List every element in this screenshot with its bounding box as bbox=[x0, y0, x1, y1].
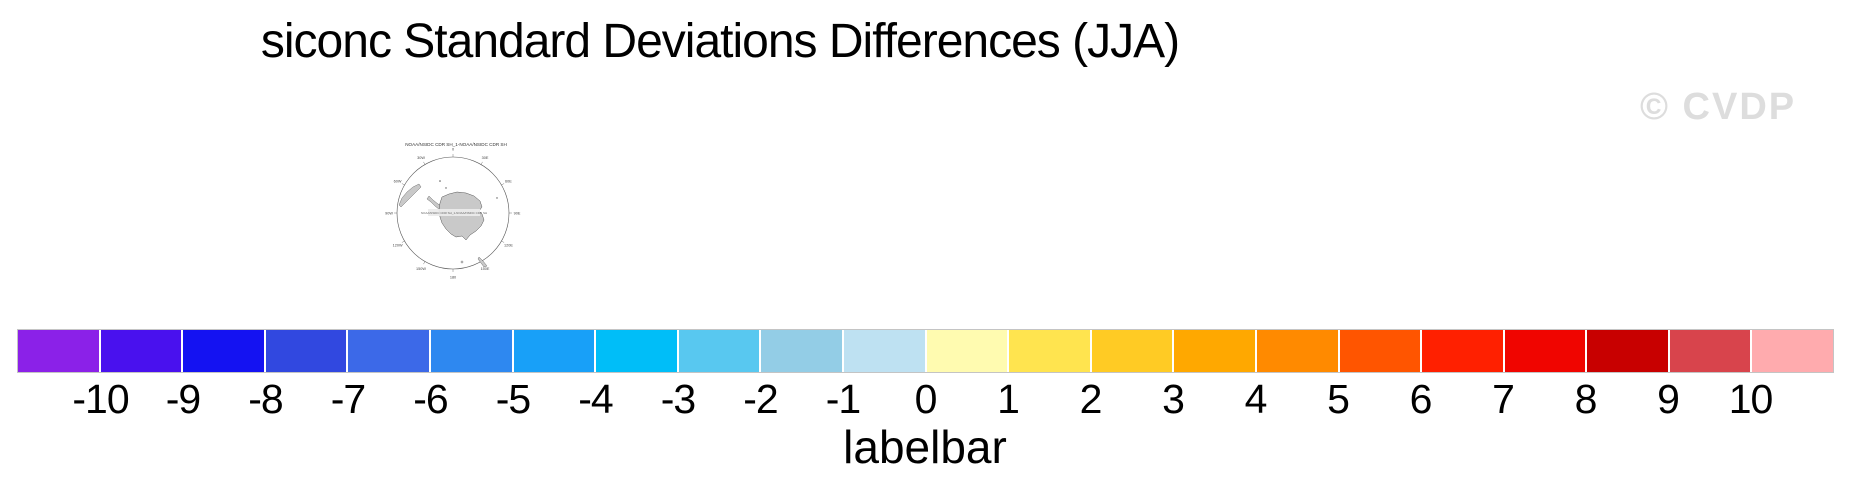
colorbar-box bbox=[513, 330, 595, 372]
colorbar-tick-label: -9 bbox=[165, 376, 201, 422]
colorbar-box bbox=[678, 330, 760, 372]
longitude-label: 90W bbox=[385, 211, 393, 215]
new-zealand-landmass bbox=[477, 256, 488, 268]
colorbar-tick-label: 3 bbox=[1162, 376, 1185, 422]
colorbar-tick-label: -5 bbox=[495, 376, 531, 422]
island-dot bbox=[445, 187, 447, 189]
cvdp-watermark: © CVDP bbox=[1640, 86, 1797, 128]
colorbar-box bbox=[761, 330, 842, 372]
colorbar-box bbox=[1174, 330, 1255, 372]
colorbar-box bbox=[1009, 330, 1090, 372]
longitude-label: 30E bbox=[482, 156, 489, 160]
graticule-tick bbox=[401, 240, 405, 243]
colorbar-tick-label: 2 bbox=[1079, 376, 1103, 422]
colorbar-tick-label: -7 bbox=[330, 376, 366, 422]
colorbar-tick-label: 7 bbox=[1492, 376, 1515, 422]
colorbar-tick-label: 4 bbox=[1244, 376, 1268, 422]
colorbar-box bbox=[926, 330, 1008, 372]
colorbar-tick-label: 9 bbox=[1657, 376, 1680, 422]
colorbar bbox=[17, 329, 1834, 373]
graticule-ticks bbox=[394, 154, 512, 272]
colorbar-box bbox=[843, 330, 925, 372]
figure-title: siconc Standard Deviations Differences (… bbox=[260, 15, 1180, 68]
colorbar-tick-label: 8 bbox=[1574, 376, 1598, 422]
longitude-label: 120W bbox=[393, 243, 403, 247]
colorbar-tick-label: 6 bbox=[1409, 376, 1433, 422]
colorbar-box bbox=[18, 330, 99, 372]
colorbar-tick-label: -2 bbox=[743, 376, 778, 422]
longitude-label: 0 bbox=[452, 147, 454, 151]
colorbar-ticks: -10 -9 -8 -7 -6 -5 -4 -3 -2 -1 0 1 2 3 4 5 6 7 8 9 10 bbox=[0, 376, 1851, 422]
longitude-label: 30W bbox=[417, 156, 425, 160]
colorbar-tick-label: -4 bbox=[578, 376, 613, 422]
graticule-tick bbox=[401, 183, 405, 186]
colorbar-label: labelbar bbox=[843, 421, 1007, 473]
colorbar-box bbox=[265, 330, 347, 372]
longitude-label: 120E bbox=[504, 243, 513, 247]
longitude-label: 180 bbox=[450, 275, 456, 279]
longitude-label: 150W bbox=[416, 267, 426, 271]
colorbar-tick-label: -3 bbox=[660, 376, 696, 422]
colorbar-tick-label: -10 bbox=[72, 376, 129, 422]
graticule-tick bbox=[423, 261, 426, 265]
map-center-label-band bbox=[428, 209, 480, 216]
map-title: NOAA/NSIDC CDR SH_1-NOAA/NSIDC CDR SH bbox=[405, 142, 507, 147]
island-dot bbox=[439, 180, 441, 182]
colorbar-tick-label: 5 bbox=[1327, 376, 1350, 422]
longitude-label: 150E bbox=[481, 267, 490, 271]
map-center-label: NOAA/NSIDC CDR SH_1-NOAA/NSIDC CDR SH bbox=[421, 211, 487, 215]
colorbar-box bbox=[1256, 330, 1338, 372]
colorbar-tick-label: 1 bbox=[997, 376, 1020, 422]
colorbar-tick-label: -1 bbox=[825, 376, 861, 422]
colorbar-box bbox=[183, 330, 264, 372]
south-america-landmass bbox=[398, 183, 422, 208]
longitude-label: 90E bbox=[514, 211, 521, 215]
colorbar-box bbox=[430, 330, 512, 372]
graticule-tick bbox=[501, 240, 505, 243]
colorbar-box bbox=[348, 330, 429, 372]
graticule-tick bbox=[501, 183, 505, 186]
longitude-labels: 0 30E 60E 90E 120E 150E 180 150W 120W 90W 60W 30W bbox=[385, 147, 521, 279]
colorbar-box bbox=[1669, 330, 1751, 372]
colorbar-box bbox=[1422, 330, 1503, 372]
island-dot bbox=[496, 197, 498, 199]
polar-map: NOAA/NSIDC CDR SH_1-NOAA/NSIDC CDR SH 0 3… bbox=[345, 115, 565, 285]
colorbar-tick-label: 0 bbox=[914, 376, 938, 422]
colorbar-box bbox=[1752, 330, 1834, 372]
longitude-label: 60E bbox=[505, 179, 512, 183]
colorbar-box bbox=[100, 330, 182, 372]
colorbar-box bbox=[1504, 330, 1586, 372]
graticule-tick bbox=[423, 161, 426, 165]
graticule-tick bbox=[480, 161, 483, 165]
colorbar-box bbox=[596, 330, 677, 372]
colorbar-box bbox=[1339, 330, 1421, 372]
colorbar-tick-label: -8 bbox=[248, 376, 283, 422]
colorbar-box bbox=[1091, 330, 1173, 372]
colorbar-tick-label: -6 bbox=[413, 376, 448, 422]
colorbar-box bbox=[1587, 330, 1668, 372]
colorbar-tick-label: 10 bbox=[1728, 376, 1774, 422]
longitude-label: 60W bbox=[394, 179, 402, 183]
tasmania-landmass bbox=[460, 260, 464, 264]
